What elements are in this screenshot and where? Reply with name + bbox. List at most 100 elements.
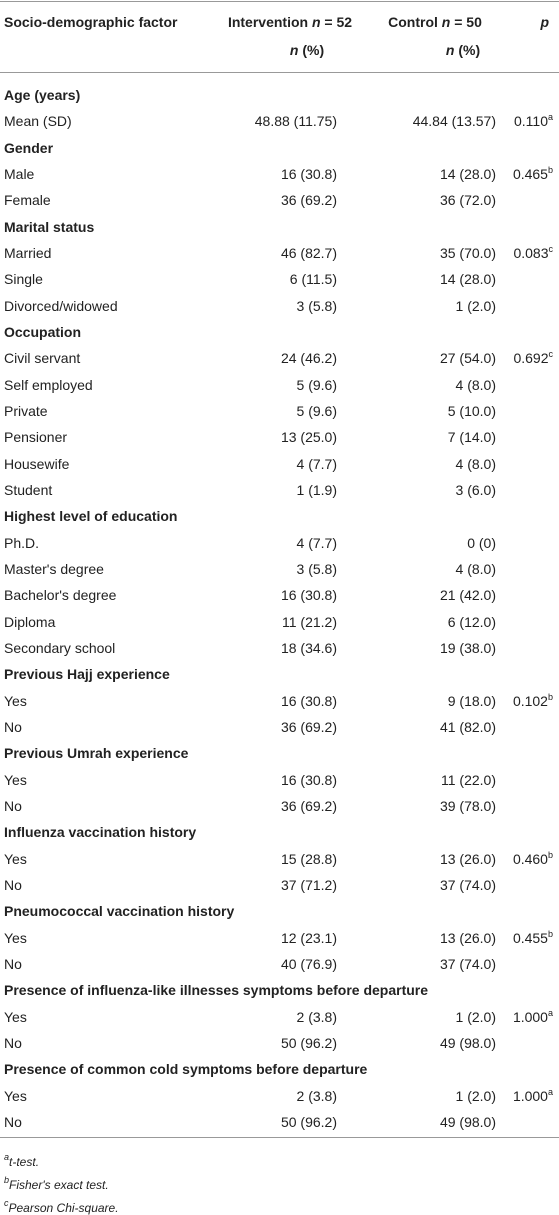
row-control: 4 (8.0) [456,455,496,473]
header-n: n [311,14,321,30]
section-text: Pneumococcal vaccination history [4,903,235,920]
row-factor: No [4,1034,22,1052]
control: 49 (98.0) [439,1113,496,1130]
row-control: 27 (54.0) [440,349,496,367]
intervention: 1 (1.9) [296,481,337,498]
row-intervention: 5 (9.6) [297,376,337,394]
row-factor: Housewife [4,455,69,473]
row-intervention: 5 (9.6) [297,402,337,420]
row-intervention: 50 (96.2) [281,1113,337,1131]
row-factor: Self employed [4,376,93,394]
row-factor: Yes [4,771,27,789]
header-p: p [540,13,549,31]
row-intervention: 37 (71.2) [281,876,337,894]
row-intervention: 16 (30.8) [281,771,337,789]
intervention: 15 (28.8) [280,850,337,867]
p-note: a [547,1007,553,1018]
factor: Pensioner [4,429,68,446]
row-intervention: 1 (1.9) [297,481,337,499]
row-intervention: 50 (96.2) [281,1034,337,1052]
row-control: 5 (10.0) [448,402,496,420]
header-rule [0,72,559,73]
section-title: Previous Umrah experience [4,744,188,762]
section-text: Presence of influenza-like illnesses sym… [4,982,429,999]
row-control: 9 (18.0) [448,692,496,710]
row-control: 14 (28.0) [440,165,496,183]
factor: Yes [4,929,27,946]
intervention: 12 (23.1) [280,929,337,946]
control: 1 (2.0) [455,1087,496,1104]
row-factor: Yes [4,1008,27,1026]
factor: No [4,1113,22,1130]
p-value: 1.000 [512,1087,548,1104]
row-control: 6 (12.0) [448,613,496,631]
intervention: 2 (3.8) [296,1008,337,1025]
row-intervention: 6 (11.5) [290,270,337,288]
row-factor: No [4,797,22,815]
intervention: 46 (82.7) [280,244,337,261]
row-factor: No [4,876,22,894]
row-intervention: 2 (3.8) [297,1008,337,1026]
footnote-mark: a [4,1152,10,1162]
intervention: 36 (69.2) [280,192,337,209]
row-control: 1 (2.0) [456,297,496,315]
factor: Divorced/widowed [4,297,118,314]
row-factor: Yes [4,692,27,710]
intervention: 16 (30.8) [280,587,337,604]
row-intervention: 36 (69.2) [281,191,337,209]
row-factor: Civil servant [4,349,80,367]
p-value: 1.000 [512,1008,548,1025]
subheader-unit: (%) [458,42,481,58]
section-title: Previous Hajj experience [4,665,170,683]
factor: No [4,1034,22,1051]
intervention: 16 (30.8) [280,771,337,788]
intervention: 4 (7.7) [296,534,337,551]
row-intervention: 12 (23.1) [281,929,337,947]
row-factor: Female [4,191,51,209]
control: 19 (38.0) [439,639,496,656]
section-text: Age (years) [4,87,81,103]
control: 1 (2.0) [455,297,496,314]
row-p: 1.000a [513,1087,553,1105]
factor: Diploma [4,613,56,630]
intervention: 3 (5.8) [296,297,337,314]
row-p: 0.102b [513,692,553,710]
control: 37 (74.0) [439,955,496,972]
factor: Ph.D. [4,534,40,551]
section-title: Presence of influenza-like illnesses sym… [4,981,428,999]
intervention: 4 (7.7) [296,455,337,472]
factor: Master's degree [4,560,104,577]
control: 3 (6.0) [455,481,496,498]
footnote-text: Fisher's exact test. [9,1178,109,1192]
control: 27 (54.0) [439,350,496,367]
section-title: Age (years) [4,86,80,104]
row-control: 13 (26.0) [440,850,496,868]
factor: Secondary school [4,639,116,656]
row-intervention: 2 (3.8) [297,1087,337,1105]
factor: Yes [4,850,27,867]
row-p: 0.110a [514,112,553,130]
row-factor: Student [4,481,52,499]
section-text: Gender [4,139,54,156]
row-p: 1.000a [513,1008,553,1026]
subheader-unit: (%) [302,42,325,58]
row-p: 0.083c [513,244,553,262]
row-factor: Yes [4,929,27,947]
row-control: 37 (74.0) [440,876,496,894]
section-text: Occupation [4,323,82,340]
row-intervention: 18 (34.6) [281,639,337,657]
row-factor: No [4,955,22,973]
control: 41 (82.0) [439,718,496,735]
control: 4 (8.0) [455,376,496,393]
row-control: 19 (38.0) [440,639,496,657]
intervention: 5 (9.6) [296,376,337,393]
header-count: = 50 [454,14,482,30]
bottom-rule [0,1137,559,1138]
row-control: 11 (22.0) [441,771,496,789]
row-control: 0 (0) [467,534,496,552]
row-factor: Yes [4,1087,27,1105]
row-intervention: 36 (69.2) [281,718,337,736]
row-intervention: 11 (21.2) [282,613,337,631]
footnote-text: t-test. [9,1155,40,1169]
control: 0 (0) [467,534,496,551]
